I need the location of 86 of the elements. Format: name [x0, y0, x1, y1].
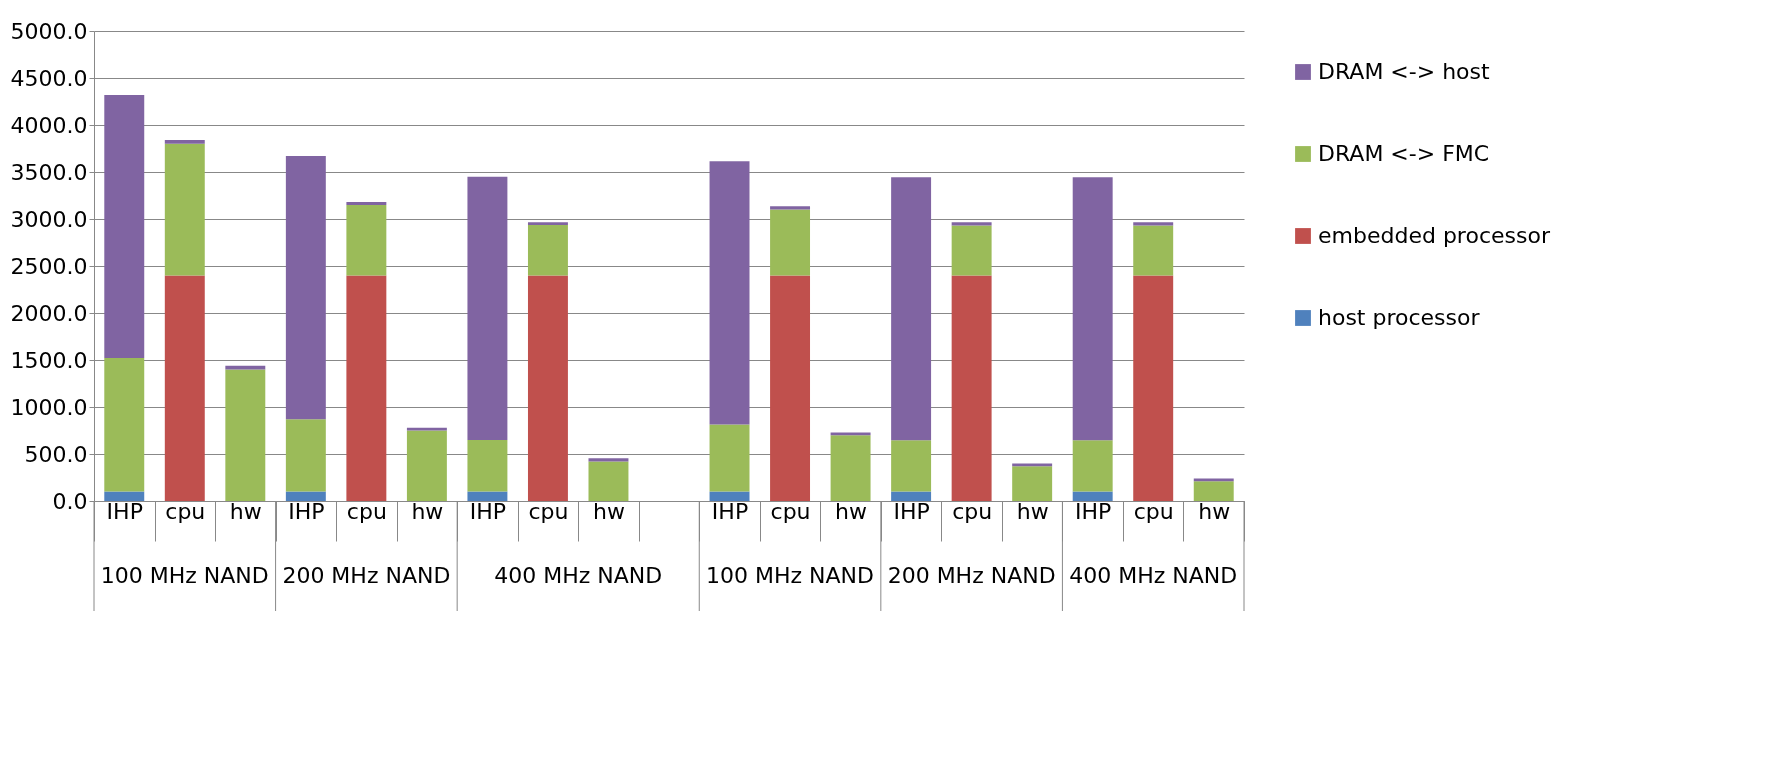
text: 400 MHz NAND	[494, 563, 663, 588]
bar	[951, 222, 992, 226]
bar	[346, 275, 387, 501]
bar	[527, 222, 568, 226]
legend-label: embedded processor	[1318, 223, 1551, 248]
text: 200 MHz NAND	[282, 563, 451, 588]
bar	[1012, 463, 1053, 467]
x-tick-label: cpu	[770, 498, 811, 524]
text: 100 MHz NAND	[100, 563, 269, 588]
bar	[1072, 491, 1113, 501]
bar	[164, 275, 205, 501]
x-tick-label: cpu	[165, 498, 206, 524]
bar	[709, 424, 750, 492]
bar	[104, 94, 145, 359]
bar	[1012, 466, 1053, 501]
bar	[467, 176, 508, 440]
y-tick-label: 3000.0	[10, 206, 88, 232]
x-tick-label: cpu	[346, 498, 387, 524]
bar	[104, 358, 145, 492]
y-tick-label: 4000.0	[10, 112, 88, 138]
bar	[770, 275, 811, 501]
bar	[830, 432, 871, 436]
bar	[285, 419, 326, 492]
text: 400 MHz NAND	[1069, 563, 1238, 588]
bar	[891, 491, 932, 501]
bar	[527, 225, 568, 276]
x-tick-label: IHP	[893, 498, 930, 524]
bar	[164, 140, 205, 144]
bar	[951, 275, 992, 501]
bar	[406, 427, 447, 431]
y-tick-label: 2500.0	[10, 253, 88, 279]
bar	[1133, 222, 1174, 226]
x-tick-label: IHP	[288, 498, 325, 524]
x-tick-label: hw	[593, 498, 625, 524]
x-tick-label: hw	[229, 498, 262, 524]
x-tick-label: cpu	[1133, 498, 1174, 524]
bar	[709, 161, 750, 425]
bar	[1133, 225, 1174, 276]
bar	[285, 156, 326, 420]
x-tick-label: hw	[1016, 498, 1049, 524]
y-tick-label: 1000.0	[10, 394, 88, 420]
x-tick-label: hw	[835, 498, 868, 524]
y-tick-label: 3500.0	[10, 159, 88, 185]
legend-label: host processor	[1318, 305, 1481, 330]
x-tick-label: IHP	[469, 498, 507, 524]
y-tick-label: 5000.0	[10, 18, 88, 44]
y-tick-label: 2000.0	[10, 300, 88, 326]
bar	[104, 491, 145, 501]
y-tick-label: 4500.0	[10, 65, 88, 91]
bar	[346, 202, 387, 205]
bar	[891, 177, 932, 441]
y-tick-label: 0.0	[52, 488, 88, 514]
bar	[467, 439, 508, 492]
bar	[467, 491, 508, 501]
bar	[164, 143, 205, 276]
bar	[1072, 440, 1113, 492]
bar	[830, 435, 871, 501]
x-tick-label: IHP	[711, 498, 749, 524]
bar	[770, 206, 811, 210]
bar	[1072, 177, 1113, 441]
bar	[1193, 481, 1234, 501]
x-tick-label: hw	[1198, 498, 1231, 524]
bar	[951, 225, 992, 276]
x-tick-label: cpu	[952, 498, 993, 524]
bar	[770, 209, 811, 276]
x-tick-label: IHP	[106, 498, 143, 524]
y-tick-label: 500.0	[24, 441, 88, 467]
bar	[406, 430, 447, 501]
bar	[285, 491, 326, 501]
bar	[225, 369, 266, 501]
bar	[1133, 275, 1174, 501]
x-tick-label: hw	[411, 498, 444, 524]
legend-label: DRAM <-> host	[1318, 59, 1491, 84]
bar	[1193, 478, 1234, 482]
text: 200 MHz NAND	[887, 563, 1056, 588]
legend-label: DRAM <-> FMC	[1318, 141, 1490, 166]
bar	[588, 461, 629, 501]
bar	[346, 204, 387, 276]
bar	[588, 458, 629, 462]
x-tick-label: IHP	[1075, 498, 1112, 524]
bar	[891, 440, 932, 492]
text: 100 MHz NAND	[706, 563, 875, 588]
bar	[527, 275, 568, 501]
y-tick-label: 1500.0	[10, 347, 88, 373]
bar	[709, 491, 750, 501]
x-tick-label: cpu	[528, 498, 569, 524]
